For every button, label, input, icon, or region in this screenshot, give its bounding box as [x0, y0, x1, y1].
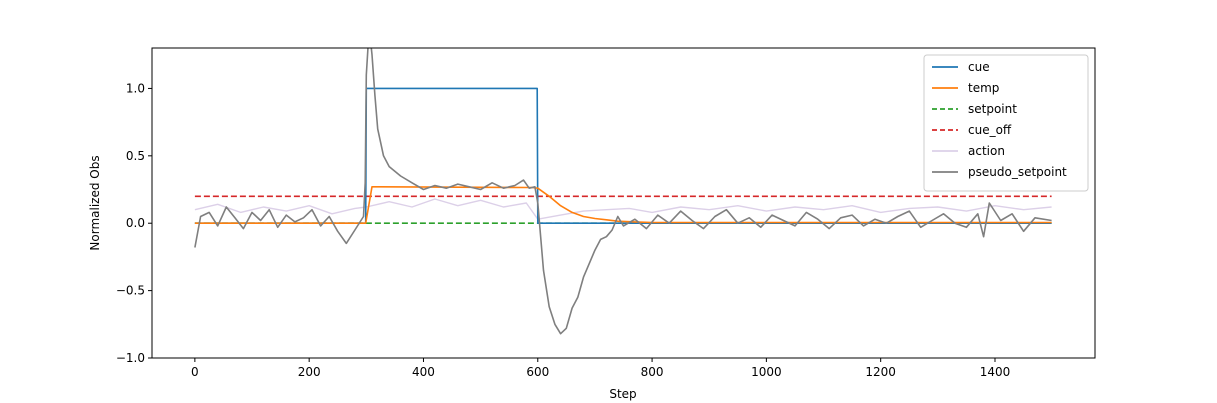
y-tick-label: 0.0 [126, 216, 145, 230]
legend-label-cue: cue [968, 60, 990, 74]
x-axis-label: Step [609, 387, 636, 401]
series-line-pseudo-setpoint [194, 48, 1052, 335]
x-tick-label: 200 [298, 365, 321, 379]
y-tick-label: 1.0 [126, 81, 145, 95]
series-layer [194, 48, 1052, 335]
plot-frame [151, 47, 1096, 359]
y-tick-label: −1.0 [116, 351, 145, 365]
legend-label-cue-off: cue_off [968, 123, 1012, 137]
x-tick-label: 800 [641, 365, 664, 379]
y-tick-label: 0.5 [126, 149, 145, 163]
y-axis-label: Normalized Obs [88, 155, 102, 250]
x-tick-label: 1400 [980, 365, 1011, 379]
legend-label-setpoint: setpoint [968, 102, 1017, 116]
y-axis: −1.0 −0.5 0.0 0.5 1.0 [116, 81, 152, 365]
x-tick-label: 600 [526, 365, 549, 379]
x-tick-label: 1200 [865, 365, 896, 379]
series-line-temp [194, 186, 1052, 224]
x-tick-label: 1000 [751, 365, 782, 379]
x-tick-label: 0 [191, 365, 199, 379]
x-tick-label: 400 [412, 365, 435, 379]
legend-label-action: action [968, 144, 1005, 158]
x-axis: 0 200 400 600 800 1000 1200 1400 [191, 358, 1010, 379]
legend-label-temp: temp [968, 81, 999, 95]
y-tick-label: −0.5 [116, 284, 145, 298]
legend-label-pseudo-setpoint: pseudo_setpoint [968, 165, 1067, 179]
legend-box [923, 54, 1089, 192]
